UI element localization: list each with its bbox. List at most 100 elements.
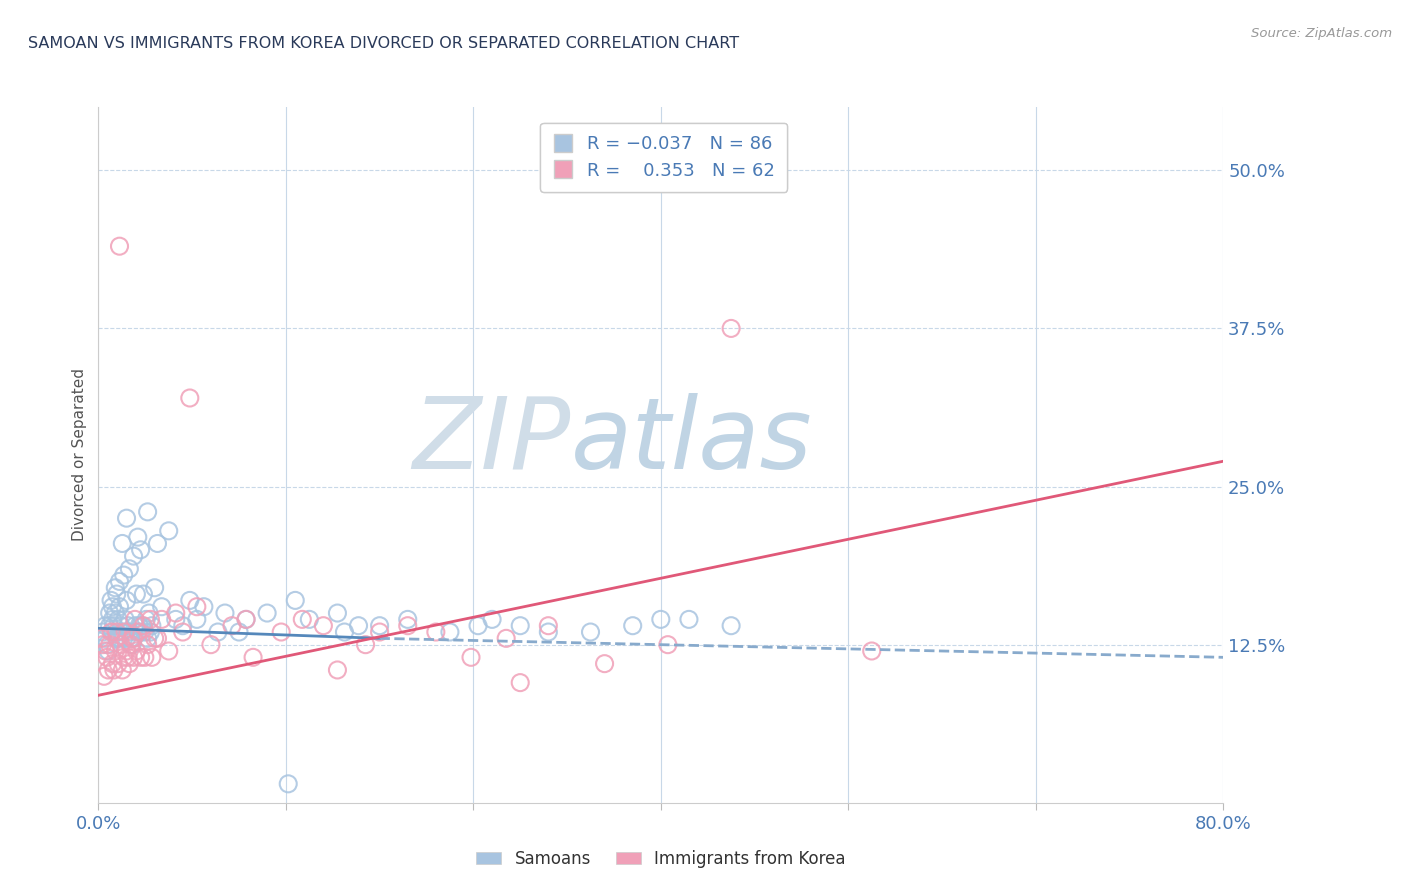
Point — [193, 599, 215, 614]
Point — [132, 618, 155, 632]
Point — [122, 549, 145, 563]
Point — [134, 625, 156, 640]
Point — [96, 650, 118, 665]
Point — [127, 625, 149, 640]
Point — [221, 618, 243, 632]
Point — [284, 593, 307, 607]
Point — [242, 650, 264, 665]
Point — [100, 625, 122, 640]
Point — [326, 663, 349, 677]
Point — [860, 644, 883, 658]
Legend: Samoans, Immigrants from Korea: Samoans, Immigrants from Korea — [470, 844, 852, 875]
Point — [96, 638, 118, 652]
Point — [101, 625, 124, 640]
Text: ZIP: ZIP — [412, 392, 571, 490]
Point — [120, 638, 142, 652]
Point — [214, 606, 236, 620]
Point — [134, 650, 156, 665]
Point — [150, 612, 173, 626]
Point — [678, 612, 700, 626]
Point — [122, 650, 145, 665]
Point — [107, 612, 129, 626]
Point — [657, 638, 679, 652]
Point — [94, 644, 117, 658]
Point — [165, 612, 187, 626]
Point — [101, 599, 124, 614]
Point — [228, 625, 250, 640]
Point — [277, 777, 299, 791]
Point — [129, 650, 152, 665]
Point — [235, 612, 257, 626]
Point — [509, 618, 531, 632]
Point — [111, 536, 134, 550]
Point — [108, 599, 131, 614]
Point — [105, 625, 128, 640]
Point — [112, 632, 135, 646]
Point — [291, 612, 314, 626]
Point — [128, 618, 150, 632]
Point — [110, 618, 132, 632]
Point — [103, 618, 125, 632]
Point — [118, 625, 141, 640]
Point — [172, 618, 194, 632]
Point — [157, 524, 180, 538]
Point — [125, 644, 148, 658]
Point — [131, 618, 153, 632]
Y-axis label: Divorced or Separated: Divorced or Separated — [72, 368, 87, 541]
Point — [135, 612, 157, 626]
Point — [139, 612, 162, 626]
Point — [150, 599, 173, 614]
Point — [141, 650, 163, 665]
Point — [132, 587, 155, 601]
Point — [94, 632, 117, 646]
Point — [127, 625, 149, 640]
Point — [117, 618, 139, 632]
Point — [115, 511, 138, 525]
Point — [141, 618, 163, 632]
Point — [98, 606, 121, 620]
Point — [103, 663, 125, 677]
Point — [111, 625, 134, 640]
Point — [200, 638, 222, 652]
Point — [122, 632, 145, 646]
Point — [107, 657, 129, 671]
Point — [368, 618, 391, 632]
Point — [121, 638, 143, 652]
Point — [98, 618, 121, 632]
Point — [91, 625, 114, 640]
Point — [124, 612, 146, 626]
Point — [165, 606, 187, 620]
Point — [256, 606, 278, 620]
Point — [186, 599, 208, 614]
Point — [347, 618, 370, 632]
Point — [396, 618, 419, 632]
Point — [439, 625, 461, 640]
Point — [115, 632, 138, 646]
Point — [97, 644, 120, 658]
Point — [122, 632, 145, 646]
Point — [111, 663, 134, 677]
Point — [117, 650, 139, 665]
Point — [136, 505, 159, 519]
Text: atlas: atlas — [571, 392, 813, 490]
Point — [509, 675, 531, 690]
Point — [108, 632, 131, 646]
Point — [650, 612, 672, 626]
Point — [157, 644, 180, 658]
Point — [425, 625, 447, 640]
Point — [108, 239, 131, 253]
Point — [129, 542, 152, 557]
Point — [207, 625, 229, 640]
Point — [621, 618, 644, 632]
Point — [270, 625, 292, 640]
Point — [115, 593, 138, 607]
Point — [104, 606, 127, 620]
Point — [179, 593, 201, 607]
Point — [354, 638, 377, 652]
Point — [114, 612, 136, 626]
Legend: R = −0.037   N = 86, R =    0.353   N = 62: R = −0.037 N = 86, R = 0.353 N = 62 — [540, 123, 787, 192]
Point — [105, 587, 128, 601]
Point — [114, 625, 136, 640]
Point — [127, 530, 149, 544]
Point — [94, 618, 117, 632]
